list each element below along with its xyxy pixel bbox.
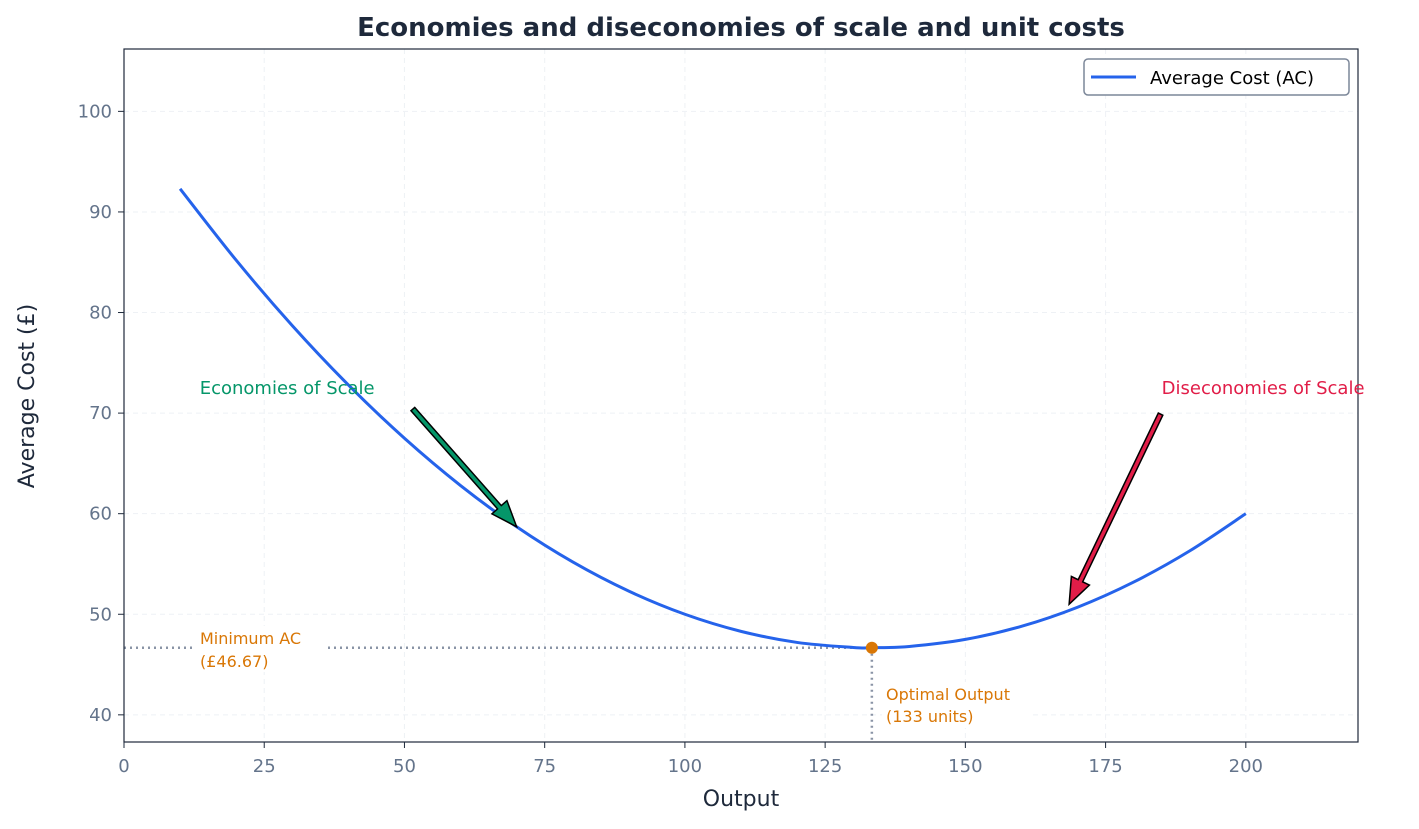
legend-entry: Average Cost (AC) <box>1150 68 1314 89</box>
x-tick-label: 0 <box>118 756 129 777</box>
economies-arrow <box>409 406 519 529</box>
x-tick-label: 100 <box>668 756 702 777</box>
x-tick-label: 25 <box>253 756 276 777</box>
optimal-output-label-bg <box>882 682 1032 728</box>
ticks: 0 25 50 75 100 125 150 175 200 40 50 60 70 80 90 100 <box>78 101 1263 777</box>
optimal-output-label-line2: (133 units) <box>886 707 973 726</box>
minimum-ac-label-bg <box>194 626 324 672</box>
minimum-point <box>865 641 878 654</box>
minimum-ac-label-line1: Minimum AC <box>200 629 301 648</box>
x-tick-label: 150 <box>948 756 982 777</box>
diseconomies-arrow <box>1068 412 1164 607</box>
x-tick-label: 200 <box>1229 756 1263 777</box>
y-tick-label: 70 <box>89 403 112 424</box>
y-tick-label: 90 <box>89 202 112 223</box>
legend: Average Cost (AC) <box>1083 58 1350 96</box>
y-tick-label: 100 <box>78 101 112 122</box>
reference-lines <box>124 646 874 742</box>
y-axis-label: Average Cost (£) <box>15 304 40 488</box>
arrows <box>409 406 1164 607</box>
plot-frame <box>123 48 1359 743</box>
y-tick-label: 80 <box>89 303 112 324</box>
ac-curve <box>178 187 1247 650</box>
y-tick-label: 50 <box>89 604 112 625</box>
diseconomies-label: Diseconomies of Scale <box>1162 378 1365 399</box>
economies-label: Economies of Scale <box>200 378 375 399</box>
minimum-ac-label-line2: (£46.67) <box>200 652 268 671</box>
chart-title: Economies and diseconomies of scale and … <box>357 13 1125 43</box>
x-tick-label: 125 <box>808 756 842 777</box>
x-tick-label: 50 <box>393 756 416 777</box>
x-tick-label: 75 <box>533 756 556 777</box>
legend-box <box>1083 58 1350 96</box>
x-axis-label: Output <box>703 787 780 812</box>
grid <box>123 49 1358 742</box>
y-tick-label: 60 <box>89 504 112 525</box>
y-tick-label: 40 <box>89 705 112 726</box>
optimal-output-label-line1: Optimal Output <box>886 685 1010 704</box>
x-tick-label: 175 <box>1088 756 1122 777</box>
